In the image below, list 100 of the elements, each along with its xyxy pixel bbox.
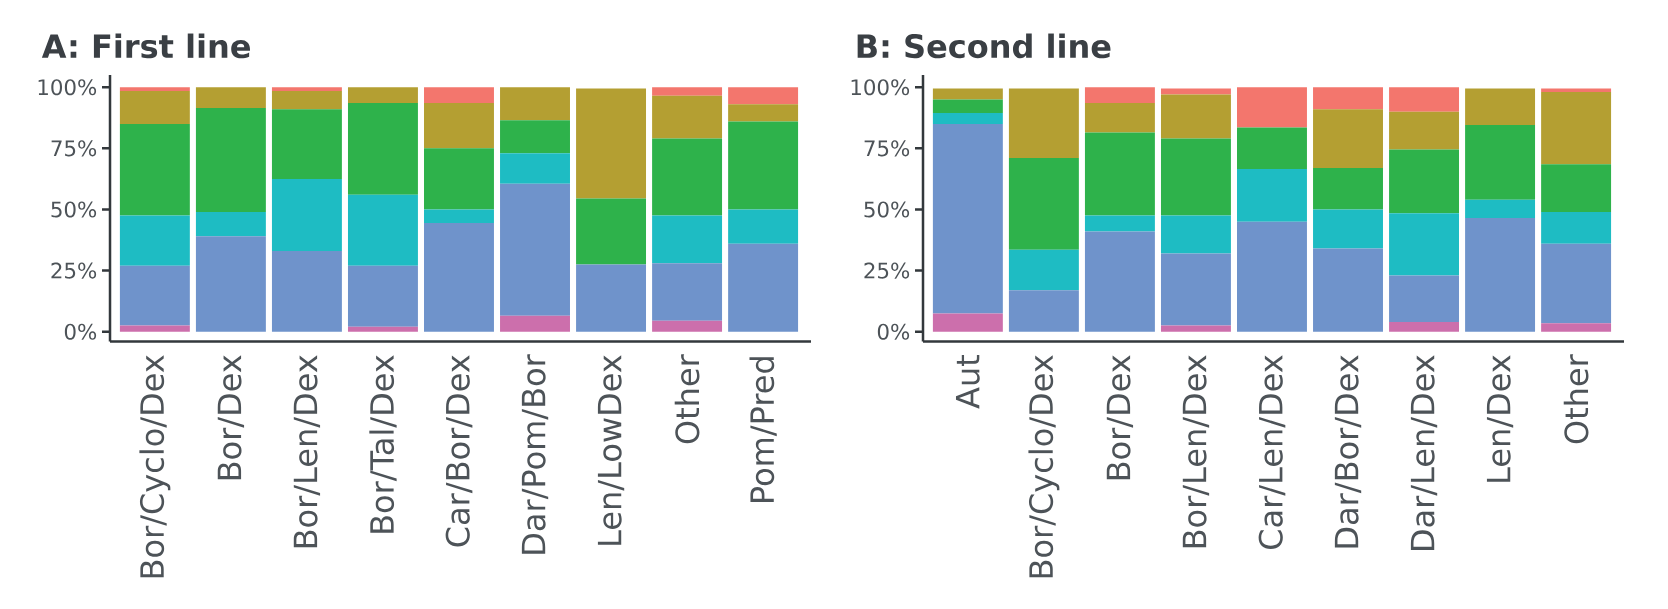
bar: [1389, 111, 1460, 150]
bar: [1008, 249, 1079, 291]
bar: [932, 99, 1003, 113]
bar: [1313, 167, 1383, 210]
bar: [1389, 321, 1460, 332]
y-tick-label: 0%: [877, 323, 910, 340]
bar: [195, 108, 266, 212]
bar: [1084, 215, 1155, 232]
x-tick-label: Bor/Cyclo/Dex: [1028, 355, 1060, 578]
bar: [1541, 211, 1612, 244]
bar: [728, 87, 799, 105]
bar: [1160, 138, 1231, 216]
bar: [728, 104, 799, 122]
bar: [271, 109, 342, 179]
bar: [195, 87, 266, 108]
bar: [1541, 92, 1612, 165]
bar: [576, 88, 647, 199]
x-tick-label: Pom/Pred: [749, 357, 777, 502]
bar: [271, 251, 342, 332]
x-tick-label: Bor/Len/Dex: [1182, 355, 1210, 548]
x-tick-label: Dar/Len/Dex: [1410, 355, 1438, 550]
bar: [424, 148, 494, 210]
bar: [500, 315, 570, 332]
bar: [1541, 88, 1612, 93]
y-tick-label: 25%: [51, 262, 97, 279]
x-tick-label: Dar/Pom/Bor: [521, 354, 549, 554]
bar: [1008, 88, 1079, 159]
bar: [347, 103, 418, 195]
bar: [119, 215, 190, 266]
bar: [347, 326, 418, 332]
x-tick-label: Aut: [955, 354, 980, 409]
y-tick-label: 50%: [864, 201, 910, 218]
bar: [1160, 325, 1231, 332]
bar: [195, 211, 266, 237]
bar: [424, 209, 494, 223]
bar: [500, 120, 570, 154]
bar: [932, 313, 1003, 332]
bar: [652, 87, 723, 96]
bar: [1465, 125, 1536, 200]
bar: [1389, 149, 1460, 214]
bar: [1313, 209, 1383, 249]
x-tick-label: Bor/Dex: [217, 355, 245, 480]
x-tick-label: Other: [1563, 354, 1589, 444]
bar: [1389, 213, 1460, 276]
bar: [576, 198, 647, 265]
bar: [1008, 290, 1079, 332]
x-tick-label: Len/Dex: [1486, 355, 1514, 482]
bar: [1389, 87, 1460, 112]
x-tick-label: Car/Bor/Dex: [445, 355, 473, 547]
bar: [347, 194, 418, 266]
bar: [652, 215, 723, 264]
bar: [1541, 323, 1612, 332]
bar: [1465, 88, 1536, 126]
bar: [1160, 88, 1231, 95]
y-tick-label: 25%: [864, 262, 910, 279]
bar: [500, 153, 570, 184]
bar: [347, 87, 418, 104]
x-tick-label: Bor/Cyclo/Dex: [139, 355, 171, 578]
bar: [1160, 215, 1231, 254]
bar: [119, 325, 190, 332]
bar: [576, 264, 647, 332]
y-tick-label: 100%: [38, 79, 97, 96]
bar: [728, 209, 799, 244]
bar: [1160, 253, 1231, 326]
y-tick-label: 100%: [851, 79, 910, 96]
bar: [424, 103, 494, 149]
bar: [1237, 87, 1307, 128]
bar: [932, 88, 1003, 100]
bar: [652, 138, 723, 216]
x-tick-label: Dar/Bor/Dex: [1334, 355, 1362, 548]
bar: [424, 87, 494, 104]
bar: [1541, 164, 1612, 212]
bar: [271, 178, 342, 252]
bar: [1389, 275, 1460, 322]
bar: [652, 320, 723, 332]
bar: [652, 95, 723, 139]
bar: [195, 236, 266, 332]
bar: [652, 263, 723, 321]
x-tick-label: Bor/Len/Dex: [293, 355, 321, 548]
y-tick-label: 50%: [51, 201, 97, 218]
bar: [728, 243, 799, 332]
bar: [500, 87, 570, 121]
bar: [1237, 221, 1307, 332]
bar: [119, 123, 190, 216]
bar: [932, 123, 1003, 314]
bar: [1313, 87, 1383, 110]
bar: [119, 265, 190, 326]
bar: [1084, 132, 1155, 216]
bar: [271, 87, 342, 91]
bar: [1008, 158, 1079, 250]
bar: [1313, 109, 1383, 168]
x-tick-label: Other: [674, 354, 700, 444]
bar: [728, 121, 799, 210]
x-tick-label: Car/Len/Dex: [1258, 355, 1286, 550]
bar: [119, 87, 190, 91]
bar: [1084, 87, 1155, 104]
y-tick-label: 75%: [864, 140, 910, 157]
bar: [1084, 231, 1155, 332]
bar: [932, 112, 1003, 124]
bar: [1237, 169, 1307, 222]
